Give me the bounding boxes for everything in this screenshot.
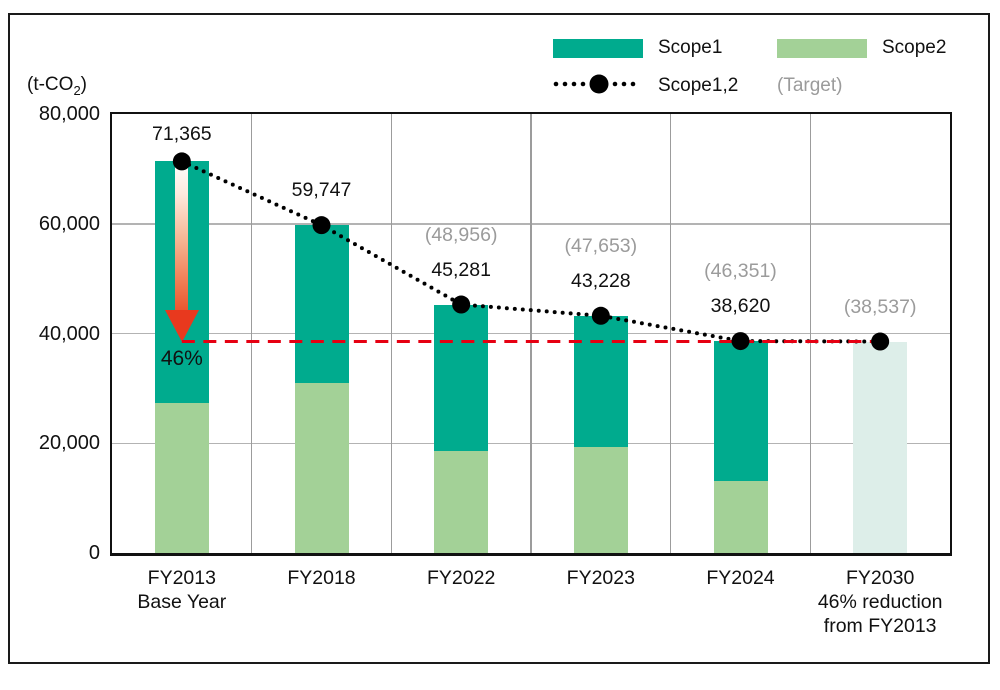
x-axis-label-line: FY2030 — [846, 567, 915, 589]
bar-scope1 — [434, 304, 489, 451]
x-axis-label: FY2030 46% reduction from FY2013 — [790, 566, 970, 638]
target-value-label: (46,351) — [704, 260, 777, 283]
y-tick-label: 60,000 — [38, 212, 100, 235]
bar-scope2 — [573, 447, 628, 553]
bar-scope2 — [294, 382, 349, 553]
unit-subscript: 2 — [73, 82, 81, 98]
bar-scope1 — [713, 341, 768, 482]
total-value-label: 71,365 — [152, 123, 212, 146]
y-tick-label: 0 — [88, 542, 100, 564]
total-value-label: 43,228 — [571, 269, 631, 292]
legend-target-label: (Target) — [777, 75, 843, 96]
y-axis-unit-label: (t-CO2) — [27, 74, 87, 98]
x-axis-label: FY2024 — [651, 566, 831, 590]
legend-scope2-label: Scope2 — [882, 37, 947, 58]
reduction-arrow-shaft — [175, 161, 189, 310]
x-axis-label: FY2023 — [511, 566, 691, 590]
x-axis-label: FY2022 — [371, 566, 551, 590]
legend-scope1-label: Scope1 — [658, 37, 723, 58]
legend-scope1-swatch — [553, 39, 643, 58]
vertical-gridline — [530, 114, 532, 553]
x-axis-label-line: FY2023 — [566, 567, 635, 589]
target-value-label: (48,956) — [424, 223, 498, 246]
legend-dotted-line-icon — [553, 74, 636, 94]
x-axis-label-line: FY2013 — [147, 567, 216, 589]
x-axis-label-line: Base Year — [137, 591, 227, 613]
y-tick-label: 80,000 — [38, 103, 100, 125]
target-value-label: (47,653) — [564, 234, 638, 257]
x-axis-label-line: from FY2013 — [823, 615, 937, 637]
reduction-percent-label: 46% — [160, 347, 203, 371]
x-axis-label: FY2018 — [232, 566, 412, 590]
x-axis-label-line: FY2018 — [287, 567, 356, 589]
x-axis-label-line: 46% reduction — [817, 591, 943, 613]
unit-suffix: ) — [80, 74, 87, 95]
unit-prefix: (t-CO — [27, 74, 74, 95]
plot-area: 46% — [110, 112, 952, 556]
total-value-label: 59,747 — [291, 179, 352, 202]
reduction-arrow-head — [164, 309, 199, 342]
bar-scope2 — [434, 450, 489, 553]
bar-scope1 — [294, 225, 349, 383]
y-tick-label: 20,000 — [38, 432, 100, 455]
x-axis-label-line: FY2022 — [427, 567, 496, 589]
target-value-label: (38,537) — [843, 295, 917, 318]
total-value-label: 38,620 — [710, 295, 771, 318]
legend-scope12-label: Scope1,2 — [658, 75, 739, 96]
y-tick-label: 40,000 — [38, 322, 100, 345]
legend-scope2-swatch — [777, 39, 867, 58]
x-axis-label: FY2013 Base Year — [92, 566, 272, 614]
bar-scope2 — [713, 481, 768, 553]
vertical-gridline — [669, 114, 672, 553]
chart-frame-border — [8, 13, 990, 664]
target-bar-fy2030 — [853, 341, 908, 553]
x-axis-label-line: FY2024 — [706, 567, 775, 589]
vertical-gridline — [809, 114, 812, 553]
total-value-label: 45,281 — [431, 258, 491, 281]
bar-scope1 — [573, 315, 628, 448]
bar-scope2 — [154, 403, 209, 553]
